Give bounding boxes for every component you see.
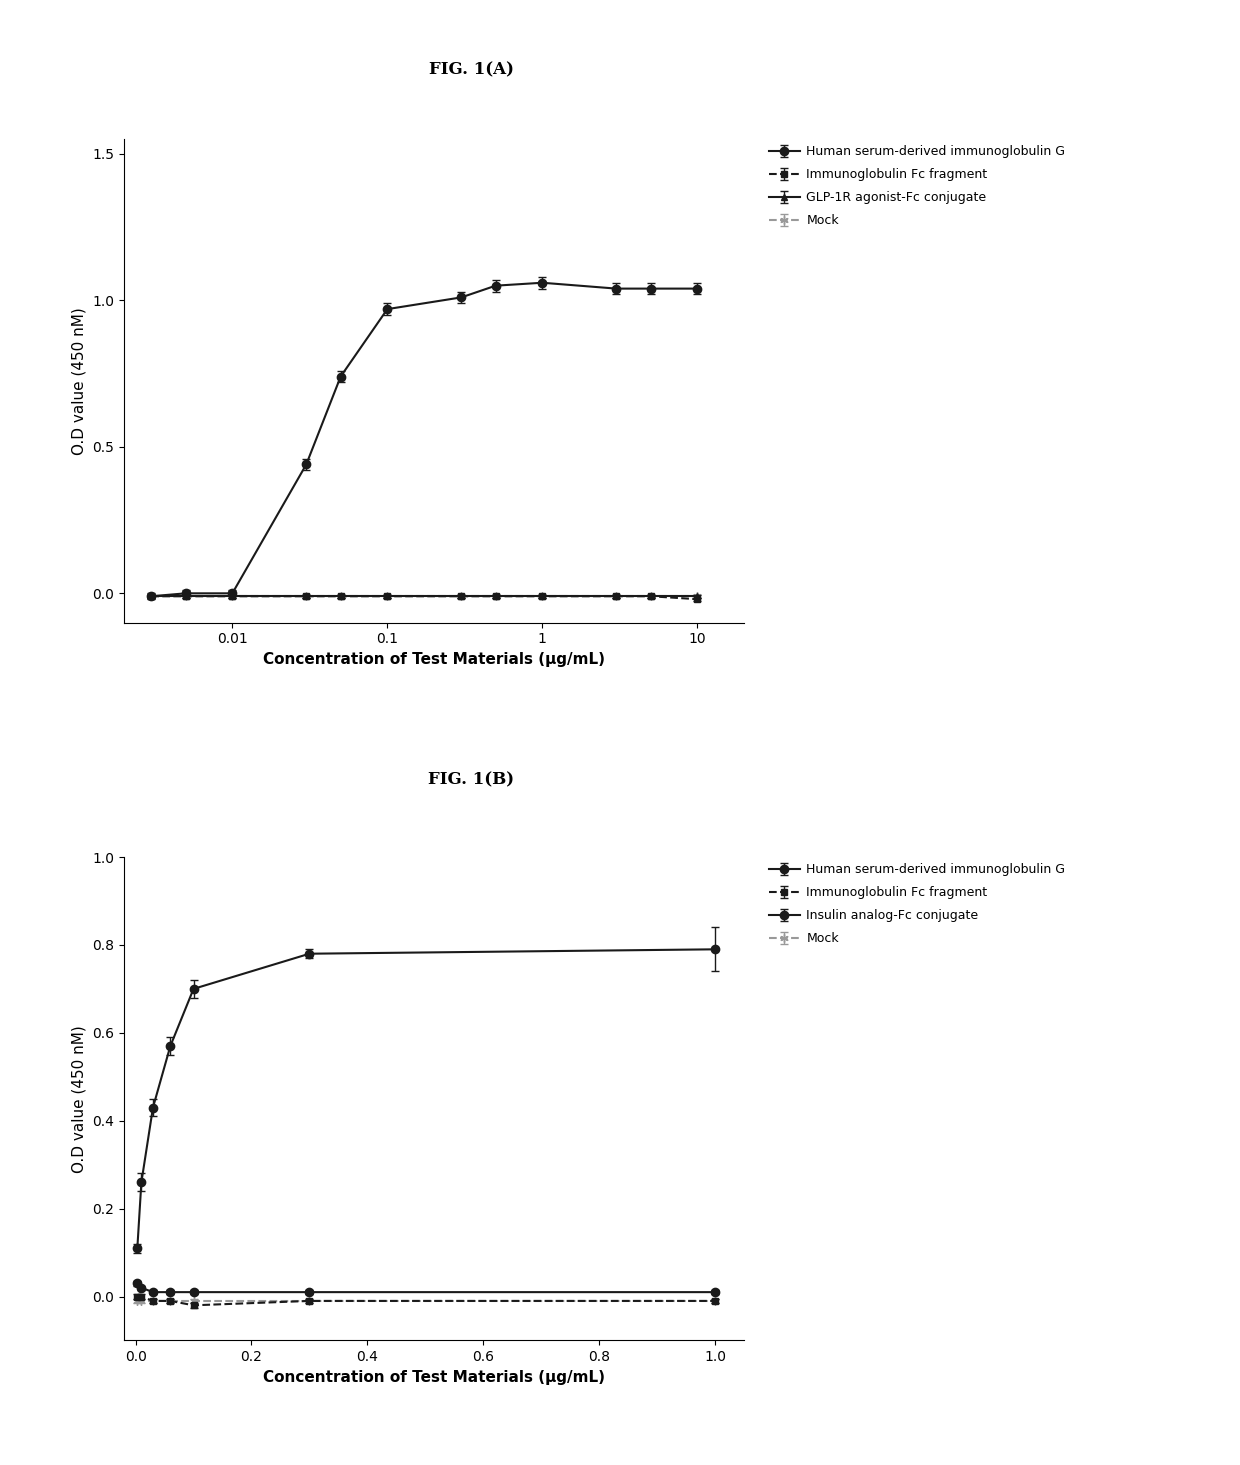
Y-axis label: O.D value (450 nM): O.D value (450 nM): [72, 1026, 87, 1172]
Text: FIG. 1(B): FIG. 1(B): [428, 771, 515, 788]
Legend: Human serum-derived immunoglobulin G, Immunoglobulin Fc fragment, Insulin analog: Human serum-derived immunoglobulin G, Im…: [769, 863, 1065, 945]
Y-axis label: O.D value (450 nM): O.D value (450 nM): [72, 308, 87, 454]
X-axis label: Concentration of Test Materials (μg/mL): Concentration of Test Materials (μg/mL): [263, 652, 605, 667]
Legend: Human serum-derived immunoglobulin G, Immunoglobulin Fc fragment, GLP-1R agonist: Human serum-derived immunoglobulin G, Im…: [769, 145, 1065, 227]
X-axis label: Concentration of Test Materials (μg/mL): Concentration of Test Materials (μg/mL): [263, 1370, 605, 1384]
Text: FIG. 1(A): FIG. 1(A): [429, 62, 513, 79]
